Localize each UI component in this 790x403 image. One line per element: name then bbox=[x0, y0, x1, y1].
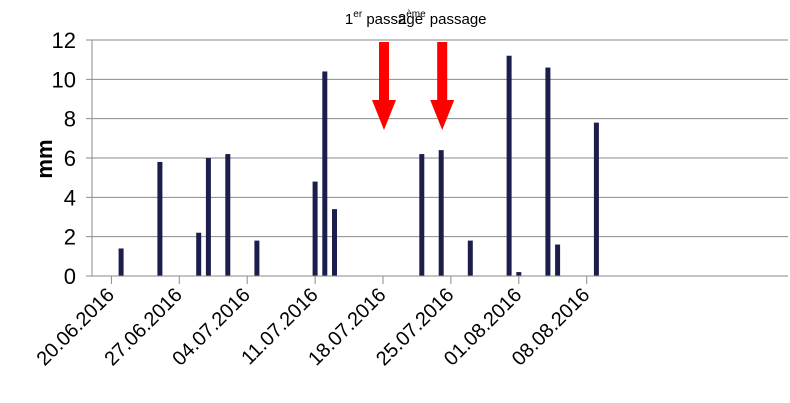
bar bbox=[205, 158, 211, 276]
annotation-1: 1er passage bbox=[345, 9, 423, 130]
y-tick-label: 12 bbox=[52, 28, 76, 53]
bar bbox=[516, 272, 522, 276]
y-axis-label: mm bbox=[32, 139, 57, 178]
bar bbox=[438, 150, 444, 276]
y-tick-label: 8 bbox=[64, 107, 76, 132]
bar bbox=[506, 55, 512, 276]
bar bbox=[157, 161, 163, 276]
bar bbox=[312, 181, 318, 276]
bar bbox=[118, 248, 124, 276]
bar bbox=[332, 209, 337, 276]
y-tick-label: 0 bbox=[64, 264, 76, 289]
bars bbox=[118, 55, 599, 277]
annotation-2: 2ème passage bbox=[398, 9, 487, 130]
arrow-head bbox=[430, 100, 455, 130]
annotation-label: 1er passage bbox=[345, 9, 423, 28]
y-tick-label: 2 bbox=[64, 225, 76, 250]
y-tick-label: 4 bbox=[64, 185, 76, 210]
bar bbox=[419, 154, 425, 276]
bar bbox=[545, 67, 551, 277]
bar bbox=[225, 154, 231, 276]
bar bbox=[196, 232, 202, 276]
bar bbox=[467, 240, 473, 276]
arrow-shaft bbox=[379, 42, 389, 100]
bar bbox=[254, 240, 260, 276]
arrow-shaft bbox=[437, 42, 448, 100]
arrow-head bbox=[372, 100, 396, 130]
bar bbox=[322, 71, 328, 276]
y-tick-label: 6 bbox=[64, 146, 76, 171]
y-tick-label: 10 bbox=[52, 67, 76, 92]
bar bbox=[593, 122, 599, 276]
annotation-label: 2ème passage bbox=[398, 9, 487, 28]
bar bbox=[555, 244, 561, 276]
